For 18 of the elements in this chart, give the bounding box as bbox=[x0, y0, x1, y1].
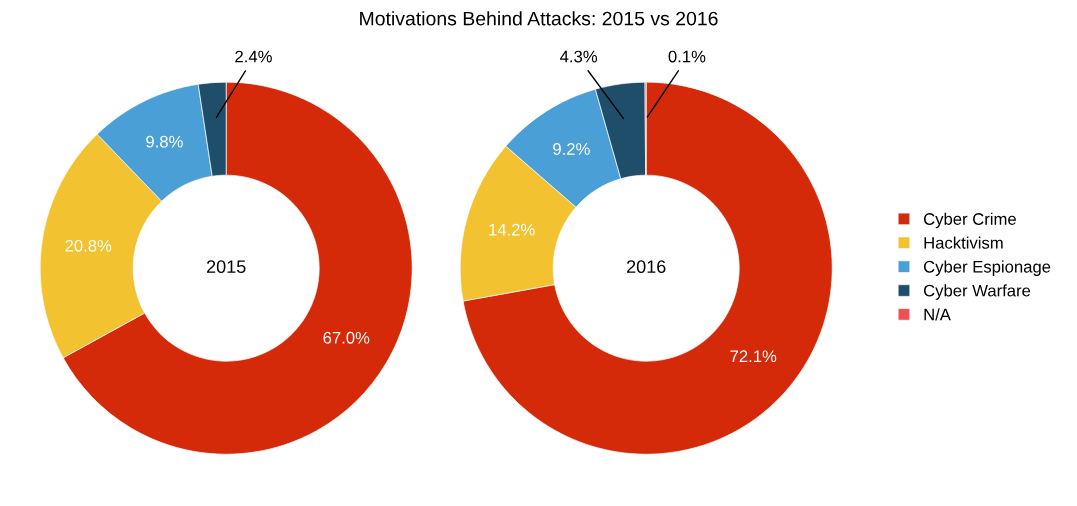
legend-label: Cyber Crime bbox=[923, 212, 1016, 229]
data-label: 2.4% bbox=[235, 50, 272, 63]
donut-slice bbox=[462, 81, 833, 455]
data-label: 14.2% bbox=[489, 223, 535, 236]
legend-label: Hacktivism bbox=[924, 236, 1003, 249]
data-label: 9.8% bbox=[146, 135, 183, 148]
data-label: 9.2% bbox=[553, 143, 590, 155]
legend-label: Cyber Warfare bbox=[923, 284, 1031, 300]
data-label: 0.1% bbox=[668, 50, 706, 63]
data-label: 67.0% bbox=[323, 331, 370, 344]
data-label: 72.1% bbox=[730, 350, 777, 363]
text: 2016 bbox=[627, 260, 666, 274]
data-label: 20.8% bbox=[65, 239, 112, 252]
data-label: 4.3% bbox=[560, 50, 598, 63]
legend-label: Cyber Espionage bbox=[923, 260, 1051, 276]
chart-title: Motivations Behind Attacks: 2015 vs 2016 bbox=[360, 11, 718, 26]
legend-label: N/A bbox=[924, 308, 951, 321]
text: 2015 bbox=[207, 260, 246, 274]
